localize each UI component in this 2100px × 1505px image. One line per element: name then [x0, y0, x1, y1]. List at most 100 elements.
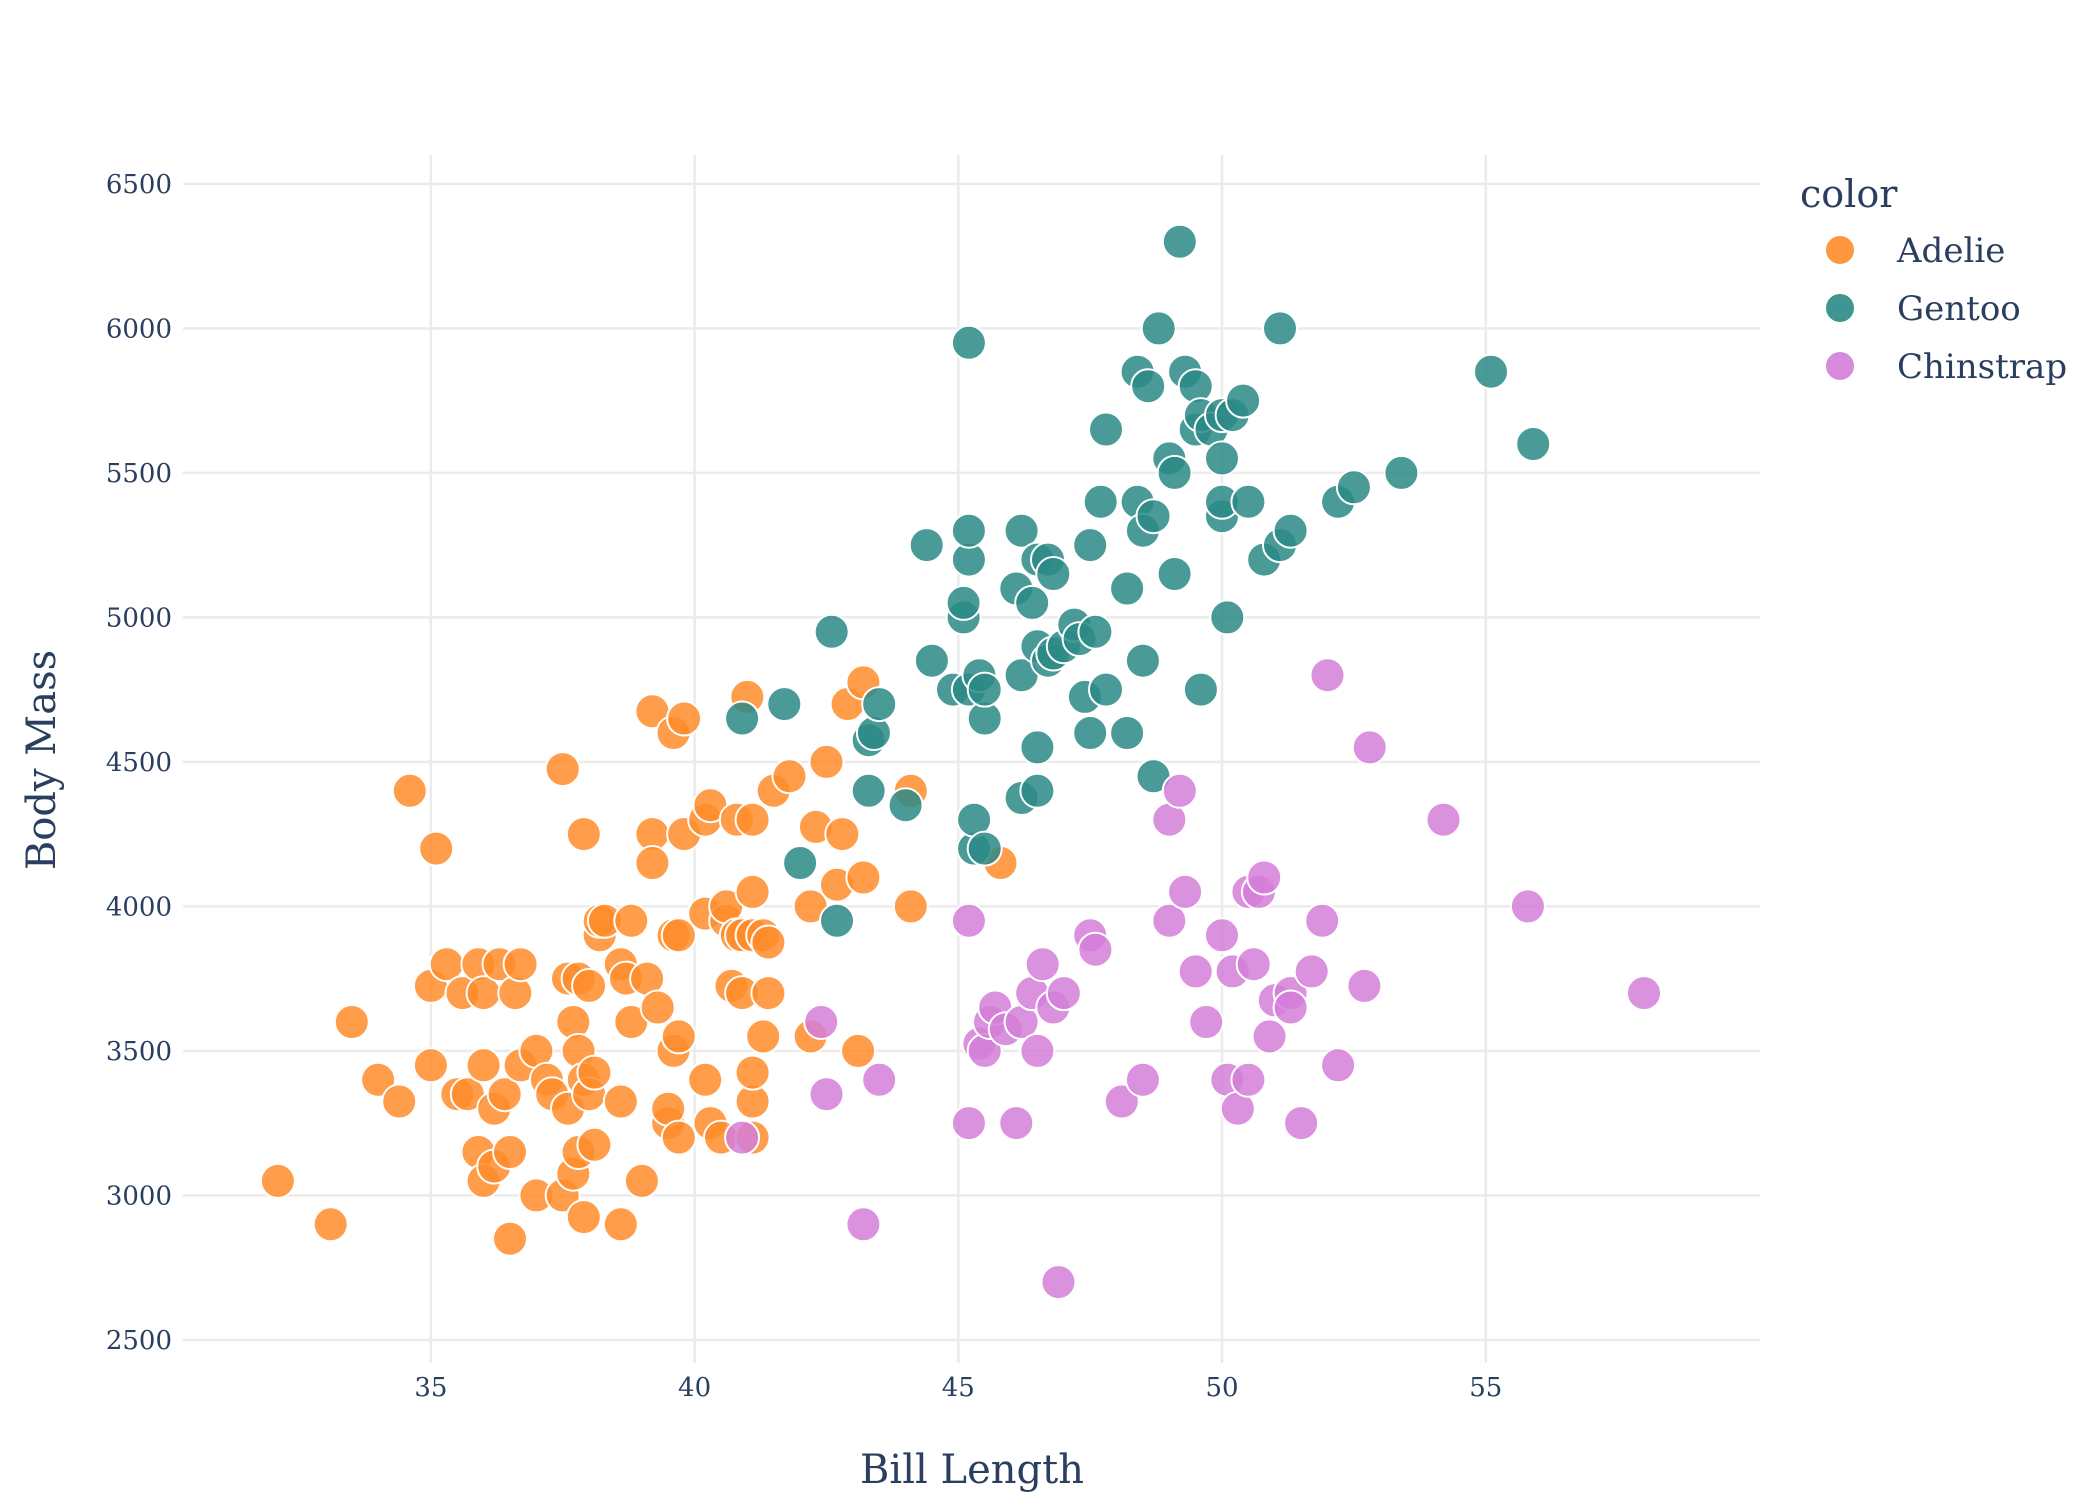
point-gentoo-57[interactable] — [1140, 310, 1177, 347]
point-gentoo-56[interactable] — [1135, 498, 1172, 535]
point-chinstrap-39[interactable] — [1251, 1018, 1288, 1055]
point-gentoo-48[interactable] — [1109, 715, 1146, 751]
point-adelie-101[interactable] — [808, 743, 845, 780]
point-chinstrap-47[interactable] — [1320, 1047, 1357, 1084]
point-adelie-5[interactable] — [391, 772, 428, 809]
point-gentoo-3[interactable] — [813, 613, 850, 650]
point-gentoo-24[interactable] — [966, 671, 1003, 708]
point-chinstrap-36[interactable] — [1235, 946, 1272, 983]
point-gentoo-17[interactable] — [950, 512, 987, 549]
point-gentoo-78[interactable] — [1262, 310, 1298, 347]
point-adelie-54[interactable] — [613, 902, 650, 939]
point-gentoo-8[interactable] — [861, 686, 898, 723]
point-chinstrap-3[interactable] — [845, 1206, 882, 1243]
point-gentoo-72[interactable] — [1209, 599, 1246, 636]
point-adelie-21[interactable] — [486, 1076, 523, 1113]
point-chinstrap-30[interactable] — [1204, 917, 1240, 954]
point-gentoo-2[interactable] — [782, 845, 819, 881]
point-gentoo-9[interactable] — [887, 787, 924, 824]
point-chinstrap-51[interactable] — [1509, 888, 1546, 925]
point-chinstrap-12[interactable] — [998, 1105, 1035, 1142]
point-adelie-67[interactable] — [660, 1119, 697, 1156]
point-gentoo-59[interactable] — [1156, 556, 1193, 592]
point-chinstrap-5[interactable] — [950, 1105, 987, 1142]
point-adelie-103[interactable] — [824, 816, 861, 853]
point-gentoo-84[interactable] — [1515, 426, 1552, 462]
point-chinstrap-0[interactable] — [724, 1119, 761, 1156]
point-adelie-4[interactable] — [381, 1083, 418, 1120]
point-adelie-23[interactable] — [492, 1134, 528, 1170]
point-chinstrap-22[interactable] — [1103, 1083, 1140, 1120]
point-chinstrap-1[interactable] — [803, 1004, 840, 1040]
point-adelie-0[interactable] — [259, 1162, 296, 1199]
point-chinstrap-15[interactable] — [1019, 1032, 1056, 1069]
point-gentoo-11[interactable] — [913, 642, 950, 679]
point-adelie-44[interactable] — [571, 967, 608, 1004]
point-gentoo-47[interactable] — [1088, 411, 1124, 448]
point-gentoo-37[interactable] — [1035, 556, 1072, 592]
point-chinstrap-25[interactable] — [1151, 902, 1188, 939]
point-chinstrap-46[interactable] — [1309, 657, 1346, 694]
point-adelie-2[interactable] — [333, 1004, 370, 1040]
point-adelie-22[interactable] — [492, 1220, 528, 1257]
legend-item-adelie[interactable]: Adelie — [1824, 231, 2005, 271]
point-chinstrap-52[interactable] — [1626, 975, 1662, 1012]
point-adelie-1[interactable] — [312, 1206, 349, 1243]
point-gentoo-81[interactable] — [1335, 469, 1372, 506]
point-gentoo-74[interactable] — [1225, 382, 1262, 419]
legend[interactable]: color Adelie Gentoo Chinstrap — [1800, 172, 2067, 387]
legend-item-gentoo[interactable]: Gentoo — [1824, 289, 2021, 329]
point-gentoo-61[interactable] — [1161, 223, 1198, 260]
legend-item-chinstrap[interactable]: Chinstrap — [1824, 347, 2067, 387]
point-chinstrap-16[interactable] — [1024, 946, 1061, 983]
point-chinstrap-26[interactable] — [1161, 772, 1198, 809]
point-adelie-16[interactable] — [465, 1047, 502, 1084]
point-gentoo-22[interactable] — [966, 830, 1003, 867]
point-gentoo-45[interactable] — [1082, 483, 1119, 520]
point-chinstrap-29[interactable] — [1188, 1004, 1225, 1040]
point-adelie-97[interactable] — [771, 758, 808, 795]
point-adelie-46[interactable] — [576, 1054, 613, 1091]
point-gentoo-10[interactable] — [908, 527, 945, 564]
point-gentoo-31[interactable] — [1019, 729, 1056, 766]
point-adelie-45[interactable] — [576, 1126, 613, 1163]
legend-items[interactable]: Adelie Gentoo Chinstrap — [1824, 231, 2067, 387]
point-chinstrap-2[interactable] — [808, 1076, 845, 1113]
point-gentoo-28[interactable] — [1003, 512, 1040, 549]
point-gentoo-5[interactable] — [850, 772, 887, 809]
point-adelie-51[interactable] — [602, 1083, 639, 1120]
point-adelie-69[interactable] — [660, 917, 697, 954]
point-adelie-90[interactable] — [734, 873, 771, 910]
point-gentoo-79[interactable] — [1272, 512, 1309, 549]
point-adelie-41[interactable] — [565, 1199, 602, 1236]
point-gentoo-75[interactable] — [1230, 483, 1267, 520]
point-adelie-72[interactable] — [687, 1061, 724, 1098]
point-gentoo-82[interactable] — [1383, 454, 1420, 491]
point-gentoo-52[interactable] — [1124, 642, 1161, 679]
point-gentoo-43[interactable] — [1072, 527, 1109, 564]
point-adelie-31[interactable] — [544, 751, 581, 788]
point-chinstrap-50[interactable] — [1425, 801, 1462, 838]
point-gentoo-0[interactable] — [724, 700, 761, 737]
point-chinstrap-44[interactable] — [1293, 953, 1330, 990]
point-chinstrap-4[interactable] — [861, 1061, 898, 1098]
point-adelie-56[interactable] — [623, 1162, 660, 1199]
point-gentoo-42[interactable] — [1072, 715, 1109, 751]
point-adelie-3[interactable] — [360, 1061, 397, 1098]
point-gentoo-54[interactable] — [1130, 368, 1167, 405]
point-gentoo-14[interactable] — [945, 584, 982, 621]
point-gentoo-4[interactable] — [819, 902, 855, 939]
point-gentoo-60[interactable] — [1156, 454, 1193, 491]
point-adelie-91[interactable] — [734, 801, 771, 838]
point-gentoo-46[interactable] — [1088, 671, 1124, 708]
point-adelie-61[interactable] — [639, 989, 676, 1026]
point-chinstrap-18[interactable] — [1040, 1264, 1077, 1301]
point-adelie-105[interactable] — [840, 1032, 877, 1069]
point-adelie-94[interactable] — [750, 975, 787, 1012]
point-adelie-93[interactable] — [745, 1018, 782, 1055]
point-adelie-95[interactable] — [750, 924, 787, 961]
point-adelie-59[interactable] — [634, 845, 671, 881]
point-adelie-52[interactable] — [602, 1206, 639, 1243]
point-gentoo-49[interactable] — [1109, 570, 1146, 607]
point-adelie-42[interactable] — [565, 816, 602, 853]
